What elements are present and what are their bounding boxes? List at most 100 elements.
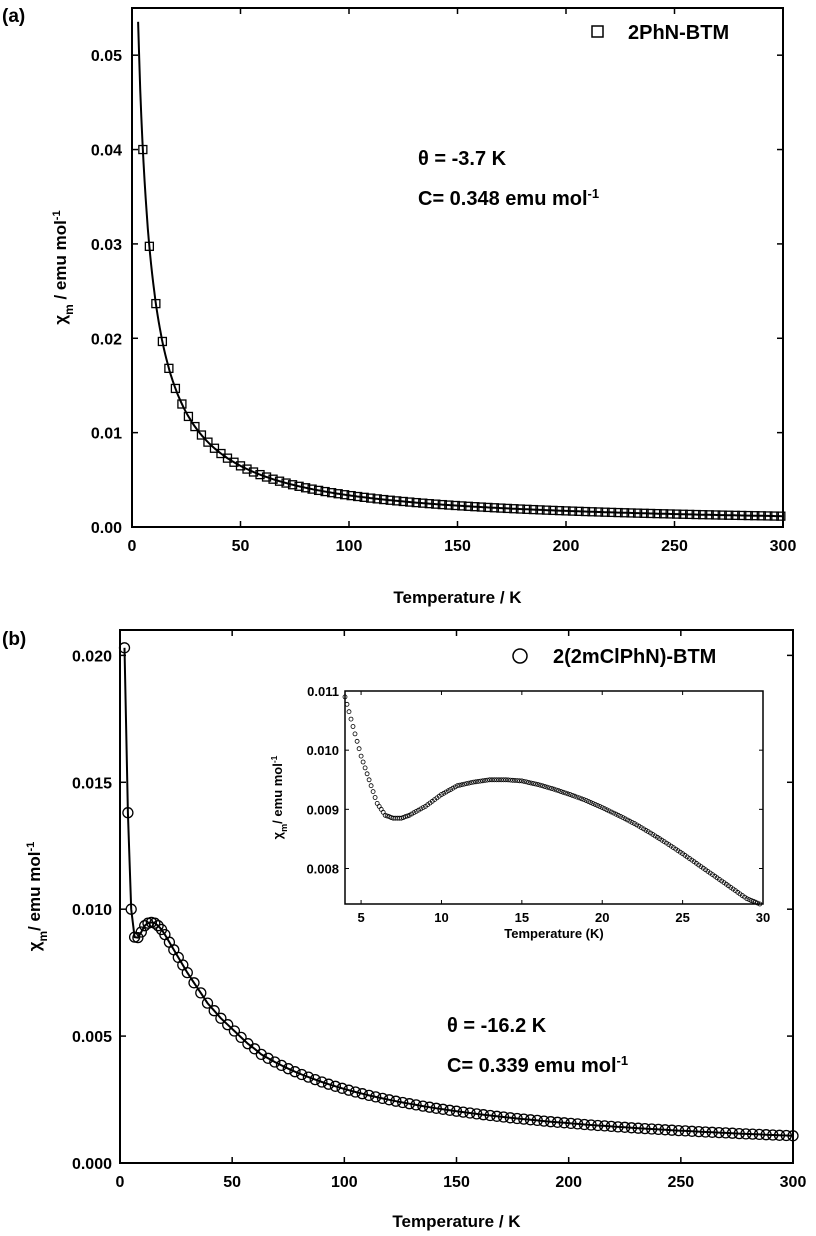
data-point-circle <box>181 966 193 979</box>
inset-data-point <box>627 818 633 824</box>
inset-data-point <box>484 777 490 783</box>
data-point-circle <box>376 1092 389 1105</box>
data-point-square <box>274 476 285 486</box>
inset-data-point <box>565 791 571 797</box>
inset-data-point <box>551 786 557 792</box>
inset-data-point <box>418 806 424 812</box>
ylabel-superscript: -1 <box>25 842 37 852</box>
data-point-circle <box>118 642 131 654</box>
data-point-square <box>489 503 500 513</box>
data-point-square <box>424 499 434 509</box>
inset-data-point <box>570 793 575 798</box>
data-point-square <box>619 508 630 518</box>
inset-data-point <box>629 820 635 825</box>
y-tick-label: 0.03 <box>91 237 122 254</box>
ylabel-chi: χ <box>25 941 44 951</box>
data-point-square <box>548 505 558 516</box>
annotation-theta-a: θ = -3.7 K <box>418 148 507 170</box>
data-point-square <box>457 501 467 511</box>
inset-data-point <box>489 777 495 783</box>
data-point-circle <box>132 931 144 944</box>
data-point-square <box>144 241 155 251</box>
ylabel-superscript: -1 <box>51 210 63 220</box>
x-tick-label: 20 <box>595 910 609 925</box>
data-point-square <box>613 507 623 518</box>
data-point-circle <box>450 1105 463 1117</box>
y-tick-label: 0.008 <box>306 862 339 877</box>
inset-data-points <box>342 694 763 907</box>
inset-data-point <box>439 792 444 797</box>
data-point-square <box>567 506 578 516</box>
annotation-text: C= 0.339 emu mol <box>447 1055 617 1077</box>
x-tick-label: 50 <box>232 538 250 555</box>
annotation-superscript: -1 <box>588 186 600 201</box>
data-point-square <box>190 421 200 432</box>
data-point-square <box>632 508 643 518</box>
data-point-square <box>359 492 369 502</box>
inset-data-point <box>544 784 550 790</box>
data-point-circle <box>619 1121 631 1133</box>
inset-data-point <box>572 793 578 799</box>
inset-data-point <box>537 782 543 788</box>
data-point-circle <box>491 1110 503 1122</box>
data-point-square <box>346 490 356 501</box>
data-point-square <box>203 437 213 447</box>
inset-data-point <box>354 738 360 744</box>
ylabel-chi: χ <box>270 831 285 839</box>
inset-data-point <box>406 812 412 818</box>
inset-data-point <box>443 789 449 795</box>
y-tick-label: 0.010 <box>306 743 339 758</box>
data-point-square <box>476 502 487 512</box>
inset-data-point <box>748 898 754 903</box>
data-point-circle <box>632 1122 644 1134</box>
y-tick-label: 0.005 <box>72 1029 112 1046</box>
axis-ticks-a: 0 50 100 150 200 250 300 0.00 0.01 0.02 0.03 0.04 0.… <box>91 8 796 555</box>
inset-data-point <box>452 784 458 790</box>
data-point-square <box>522 504 532 514</box>
y-axis-label-a: χm / emu mol-1 <box>51 210 76 324</box>
inset-data-point <box>567 792 573 797</box>
data-point-circle <box>598 1120 611 1132</box>
data-point-square <box>242 464 252 474</box>
inset-data-point <box>416 807 421 813</box>
inset-y-axis-label: χm/ emu mol-1 <box>269 755 289 839</box>
data-point-circle <box>149 917 161 929</box>
data-point-square <box>320 486 330 497</box>
data-point-circle <box>370 1091 382 1103</box>
data-point-square <box>639 508 649 518</box>
data-point-square <box>724 510 734 520</box>
inset-data-point <box>450 785 456 791</box>
data-point-square <box>717 510 727 520</box>
y-tick-label: 0.011 <box>307 684 339 699</box>
data-point-square <box>164 363 174 374</box>
inset-data-point <box>487 777 493 783</box>
data-point-circle <box>746 1128 759 1140</box>
data-point-square <box>502 503 513 514</box>
inset-data-point <box>526 780 532 785</box>
inset-data-point <box>533 781 538 787</box>
x-tick-label: 50 <box>223 1174 241 1191</box>
data-point-circle <box>605 1120 617 1133</box>
data-point-square <box>281 478 291 488</box>
data-point-square <box>353 491 363 502</box>
data-point-circle <box>282 1063 294 1075</box>
data-point-square <box>255 469 265 480</box>
fit-curve-a <box>137 21 783 518</box>
inset-data-point <box>620 815 626 820</box>
inset-data-point <box>448 787 454 792</box>
x-tick-label: 150 <box>443 1174 470 1191</box>
inset-data-point <box>609 809 614 815</box>
inset-x-axis-label: Temperature (K) <box>504 926 603 941</box>
inset-data-point <box>625 817 630 823</box>
inset-data-point <box>535 782 541 787</box>
data-point-circle <box>343 1084 355 1096</box>
x-axis-label-b: Temperature / K <box>392 1212 521 1231</box>
data-point-circle <box>410 1099 422 1111</box>
inset-data-point <box>455 783 460 789</box>
data-point-square <box>600 507 610 517</box>
data-point-square <box>340 490 350 500</box>
data-point-square <box>313 485 324 496</box>
y-tick-label: 0.00 <box>91 520 122 537</box>
data-point-square <box>307 484 317 494</box>
data-point-square <box>151 298 161 309</box>
